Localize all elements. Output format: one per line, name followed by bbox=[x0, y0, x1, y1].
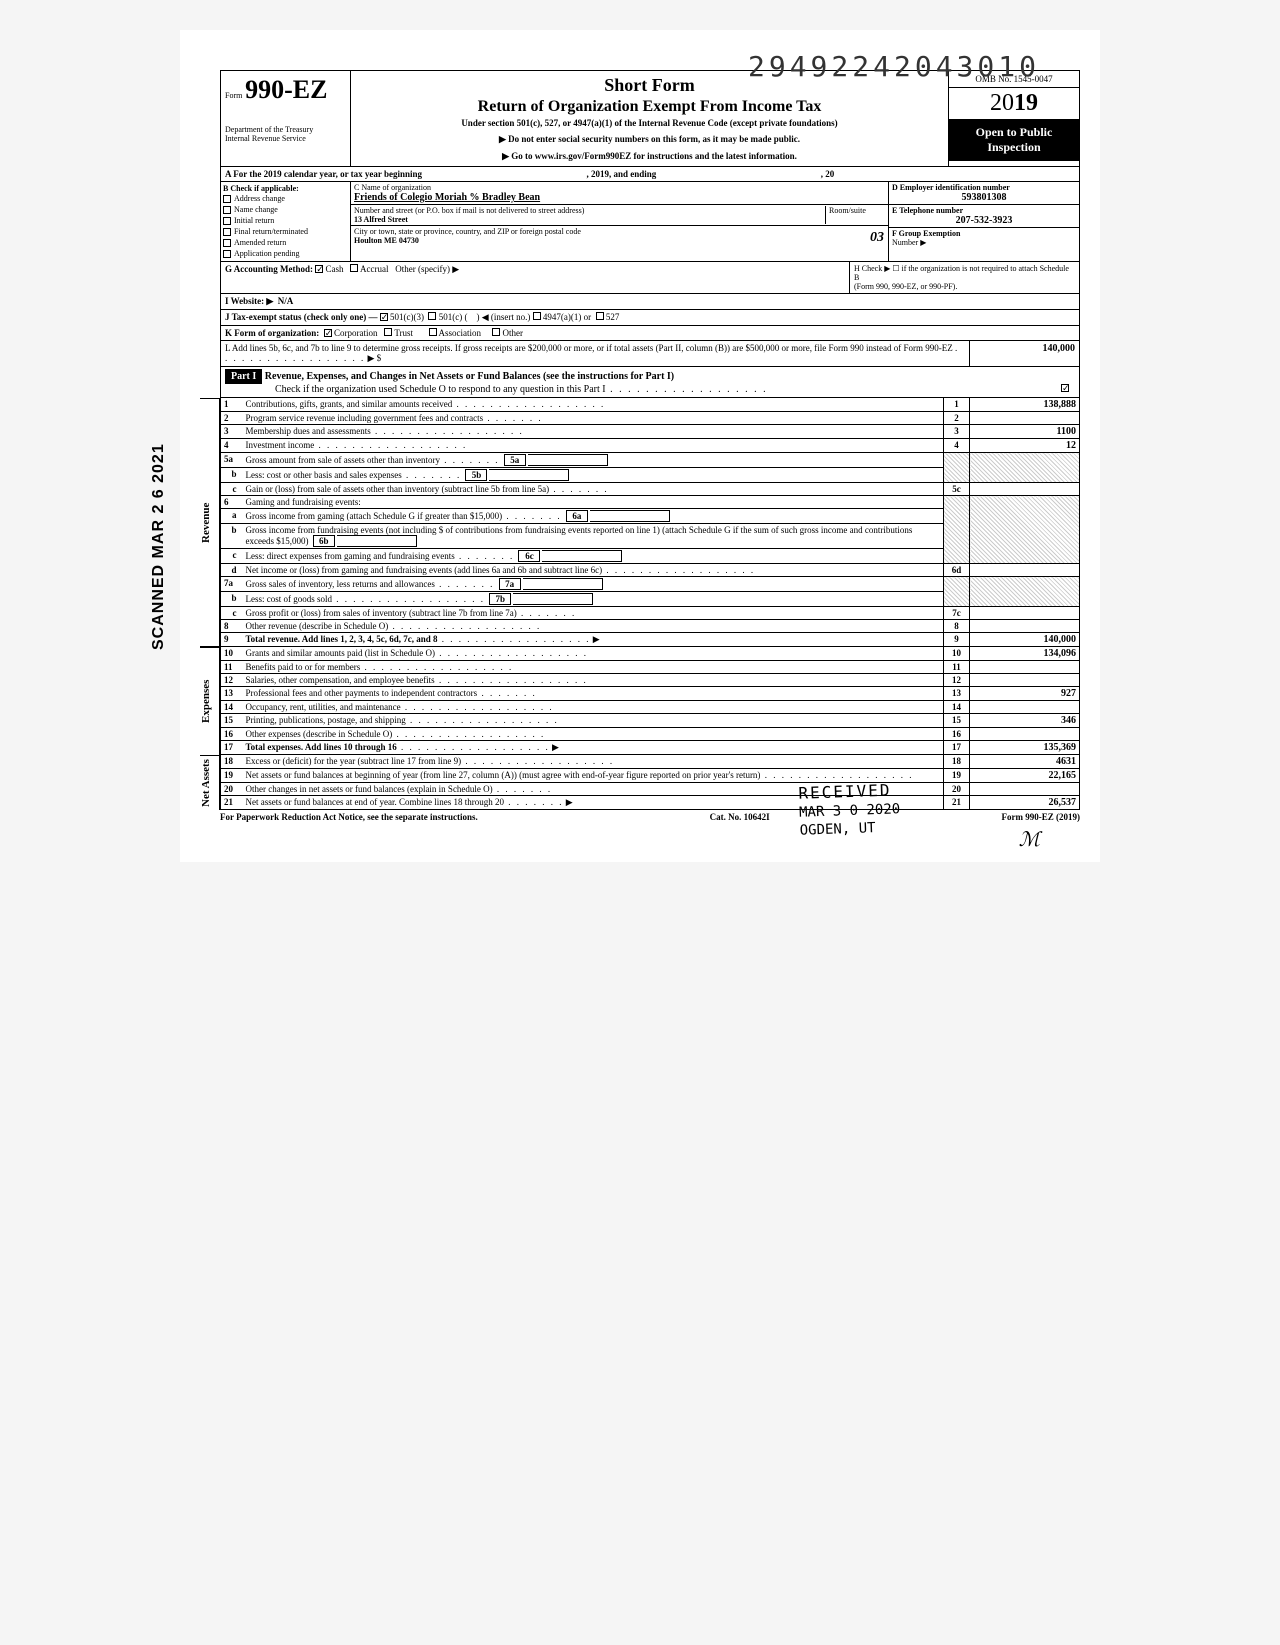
chk-trust[interactable] bbox=[384, 328, 392, 336]
chk-amended[interactable] bbox=[223, 239, 231, 247]
line-19-val: 22,165 bbox=[970, 769, 1080, 783]
chk-4947[interactable] bbox=[533, 312, 541, 320]
section-k: K Form of organization: Corporation Trus… bbox=[220, 326, 1080, 341]
chk-schedule-o[interactable] bbox=[1061, 384, 1069, 392]
title-box: Short Form Return of Organization Exempt… bbox=[351, 71, 949, 166]
chk-527[interactable] bbox=[596, 312, 604, 320]
form-header: Form 990-EZ Department of the Treasury I… bbox=[220, 70, 1080, 167]
section-a-row: A For the 2019 calendar year, or tax yea… bbox=[220, 167, 1080, 182]
org-name: Friends of Colegio Moriah % Bradley Bean bbox=[354, 192, 540, 203]
chk-501c[interactable] bbox=[428, 312, 436, 320]
line-13-val: 927 bbox=[970, 687, 1080, 701]
section-d-e-f: D Employer identification number59380130… bbox=[889, 182, 1079, 261]
section-g-h: G Accounting Method: Cash Accrual Other … bbox=[220, 262, 1080, 294]
gross-receipts: 140,000 bbox=[969, 341, 1079, 366]
form-number-box: Form 990-EZ Department of the Treasury I… bbox=[221, 71, 351, 166]
chk-501c3[interactable] bbox=[380, 313, 388, 321]
chk-address[interactable] bbox=[223, 195, 231, 203]
street-address: 13 Alfred Street bbox=[354, 215, 408, 224]
chk-corp[interactable] bbox=[324, 329, 332, 337]
dept-treasury: Department of the Treasury bbox=[225, 125, 346, 134]
website: N/A bbox=[278, 296, 294, 306]
chk-other[interactable] bbox=[492, 328, 500, 336]
chk-name[interactable] bbox=[223, 206, 231, 214]
city-state-zip: Houlton ME 04730 bbox=[354, 236, 419, 245]
line-1-val: 138,888 bbox=[970, 398, 1080, 412]
chk-cash[interactable] bbox=[315, 265, 323, 273]
total-revenue: 140,000 bbox=[970, 633, 1080, 647]
total-expenses: 135,369 bbox=[970, 741, 1080, 755]
page-footer: For Paperwork Reduction Act Notice, see … bbox=[220, 812, 1080, 822]
form-page: 29492242043010 Form 990-EZ Department of… bbox=[180, 30, 1100, 862]
line-18-val: 4631 bbox=[970, 755, 1080, 769]
section-j: J Tax-exempt status (check only one) — 5… bbox=[220, 310, 1080, 326]
section-l: L Add lines 5b, 6c, and 7b to line 9 to … bbox=[220, 341, 1080, 367]
expenses-section: Expenses 10Grants and similar amounts pa… bbox=[200, 647, 1080, 755]
line-21-val: 26,537 bbox=[970, 796, 1080, 810]
line-15-val: 346 bbox=[970, 714, 1080, 728]
chk-initial[interactable] bbox=[223, 217, 231, 225]
phone: 207-532-3923 bbox=[892, 215, 1076, 226]
section-b: B Check if applicable: Address change Na… bbox=[221, 182, 351, 261]
scanned-stamp: SCANNED MAR 2 6 2021 bbox=[150, 443, 168, 650]
net-assets-section: Net Assets 18Excess or (deficit) for the… bbox=[200, 755, 1080, 810]
info-grid: B Check if applicable: Address change Na… bbox=[220, 182, 1080, 262]
signature-initials: ℳ bbox=[1019, 827, 1040, 852]
ein: 593801308 bbox=[892, 192, 1076, 203]
chk-accrual[interactable] bbox=[350, 264, 358, 272]
section-c: C Name of organizationFriends of Colegio… bbox=[351, 182, 889, 261]
section-i: I Website: ▶ N/A bbox=[220, 294, 1080, 310]
document-id: 29492242043010 bbox=[748, 50, 1040, 83]
revenue-section: Revenue 1Contributions, gifts, grants, a… bbox=[200, 398, 1080, 647]
chk-assoc[interactable] bbox=[429, 328, 437, 336]
chk-final[interactable] bbox=[223, 228, 231, 236]
year-box: OMB No. 1545-0047 2019 Open to Public In… bbox=[949, 71, 1079, 166]
chk-pending[interactable] bbox=[223, 250, 231, 258]
line-3-val: 1100 bbox=[970, 425, 1080, 439]
line-10-val: 134,096 bbox=[970, 647, 1080, 661]
line-4-val: 12 bbox=[970, 439, 1080, 453]
dept-irs: Internal Revenue Service bbox=[225, 134, 346, 143]
part1-header: Part I Revenue, Expenses, and Changes in… bbox=[220, 367, 1080, 398]
